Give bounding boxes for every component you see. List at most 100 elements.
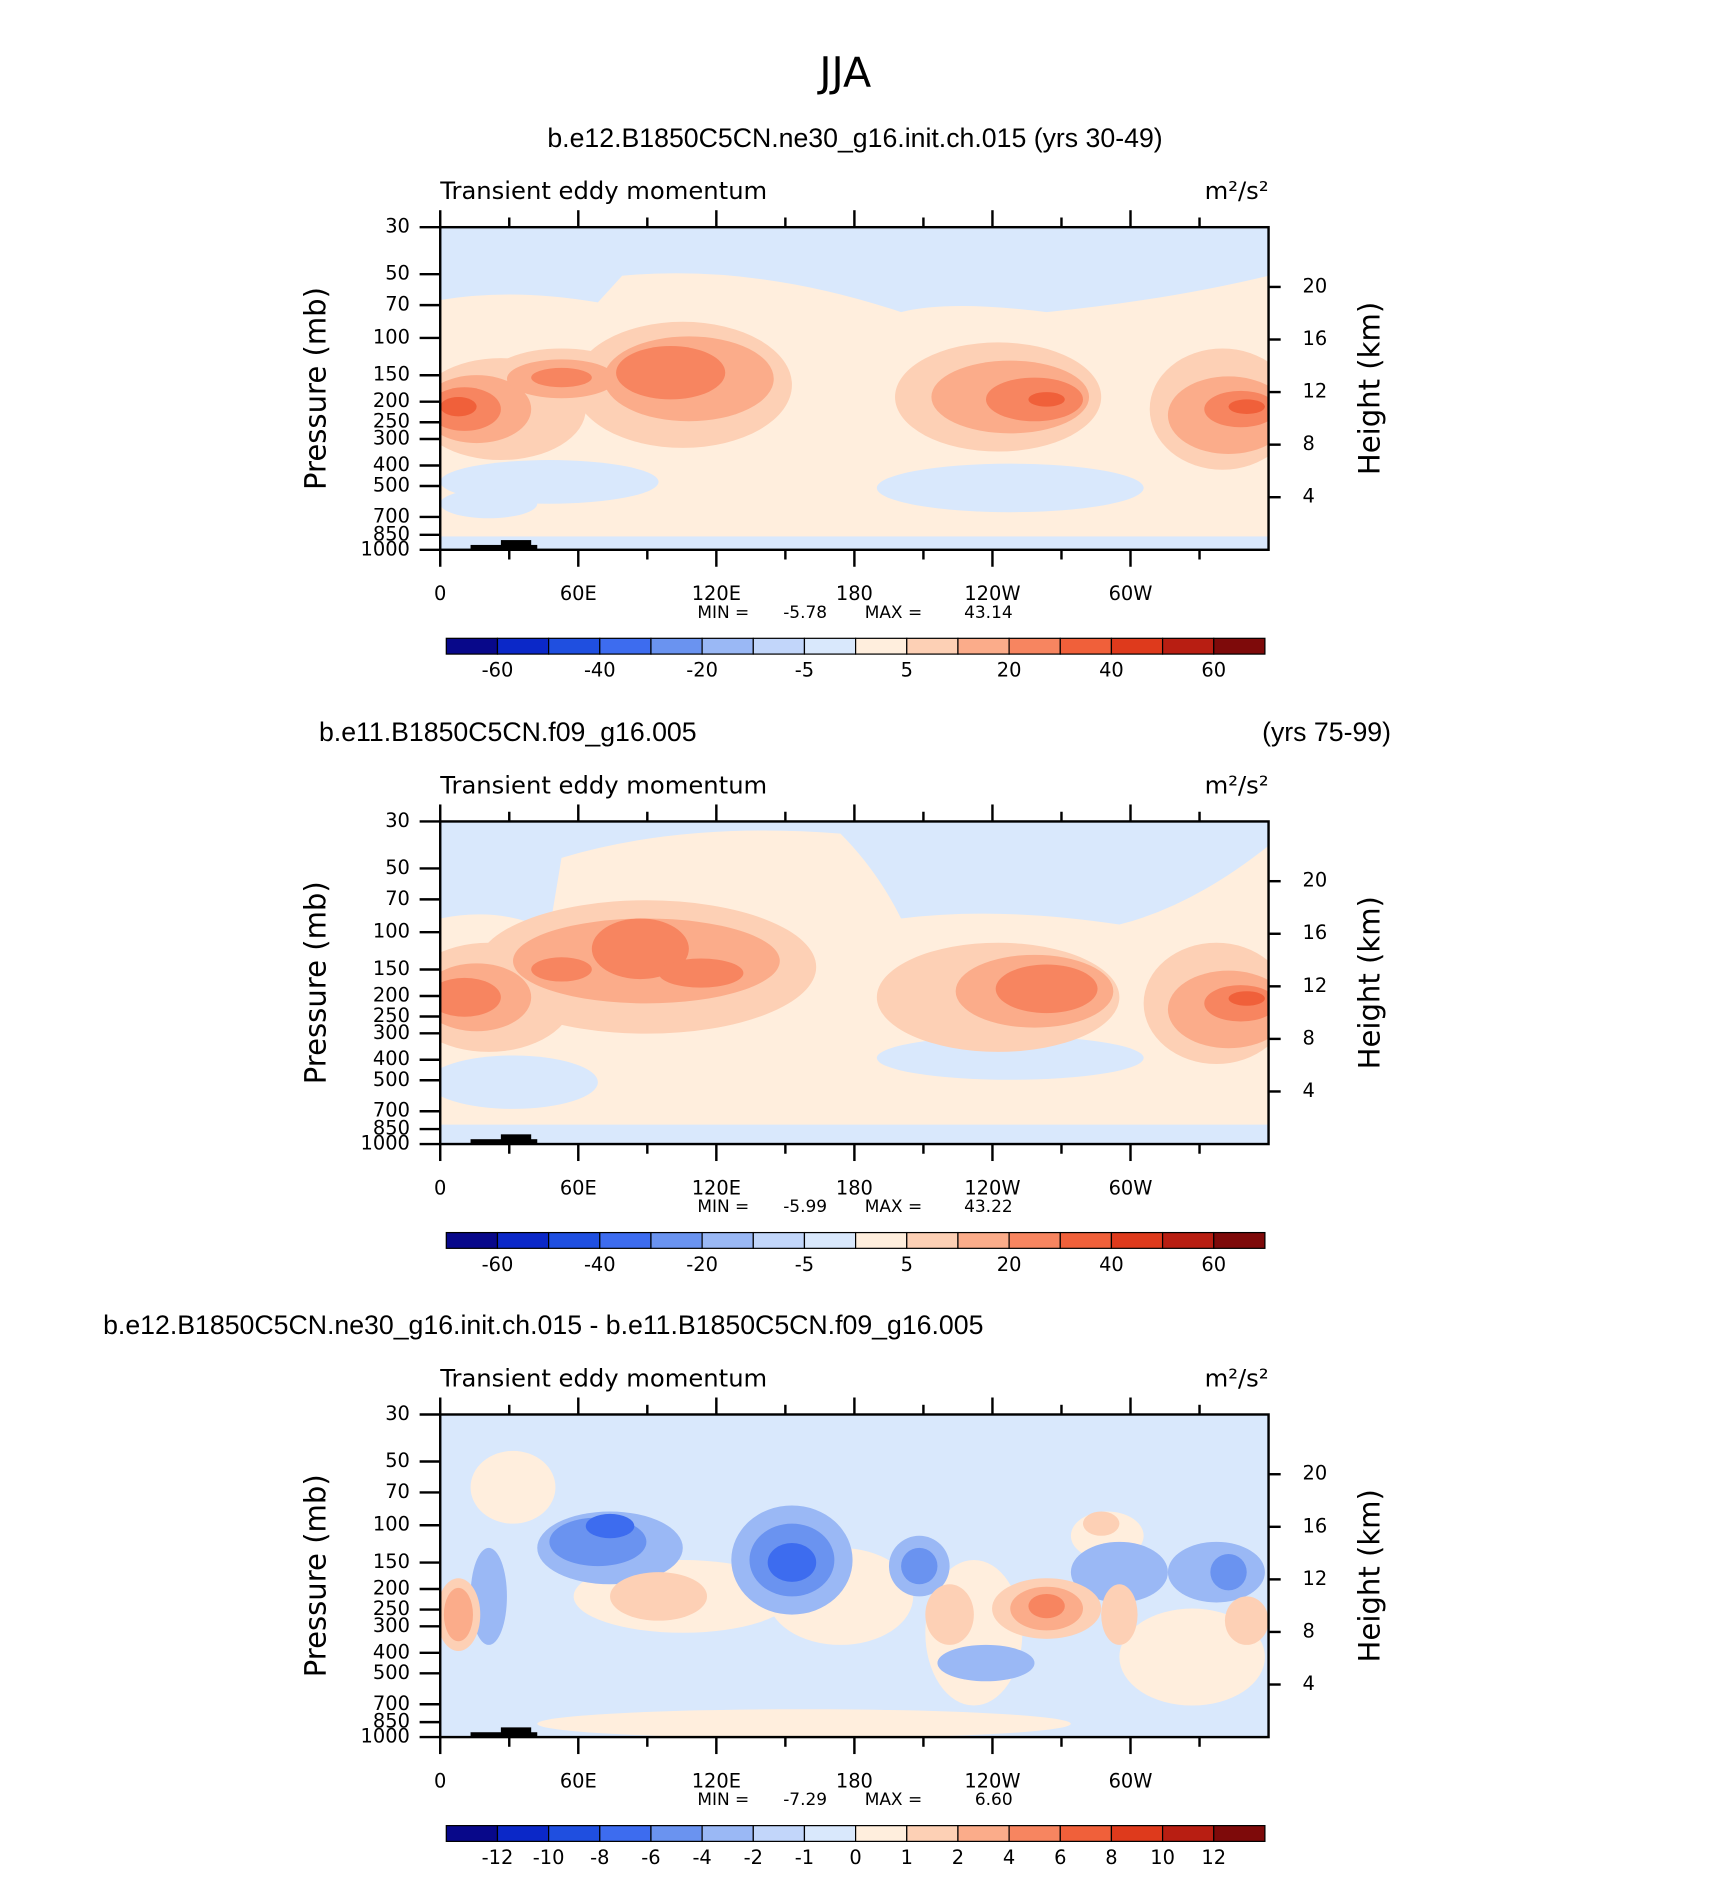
max-value: 43.22 (964, 1197, 1013, 1217)
y2-tick-label: 16 (1303, 1514, 1328, 1537)
colorbar-box (957, 1231, 1010, 1249)
x-tick-label: 180 (836, 1176, 873, 1199)
y-tick-label: 300 (373, 1614, 410, 1637)
units: m²/s² (1205, 770, 1269, 799)
y2-tick-label: 8 (1303, 1619, 1315, 1642)
y-tick-label: 200 (373, 983, 410, 1006)
colorbar-box (599, 637, 652, 655)
x-tick-label: 120E (692, 1176, 741, 1199)
y-axis-label: Pressure (mb) (299, 881, 333, 1084)
colorbar-box (599, 1825, 652, 1842)
x-tick-label: 60W (1109, 582, 1153, 605)
colorbar-label: 2 (952, 1846, 964, 1869)
y-tick-label: 250 (373, 1597, 410, 1620)
y2-tick-label: 8 (1303, 432, 1315, 455)
subtitle: Transient eddy momentum (439, 176, 767, 205)
y-tick-label: 200 (373, 389, 410, 412)
x-tick-label: 120E (692, 582, 741, 605)
colorbar-box (1161, 637, 1215, 655)
colorbar-label: 4 (1003, 1846, 1015, 1869)
y-tick-label: 50 (385, 856, 410, 879)
y-tick-label: 700 (373, 1099, 410, 1122)
y-tick-label: 300 (373, 1021, 410, 1044)
y-tick-label: 500 (373, 1068, 410, 1091)
y-tick-label: 150 (373, 1550, 410, 1573)
colorbar-box (1008, 1825, 1061, 1842)
colorbar-box (496, 1231, 550, 1249)
y-tick-label: 850 (373, 1710, 410, 1733)
y-axis-label: Pressure (mb) (299, 1474, 333, 1677)
colorbar-box (650, 637, 703, 655)
max-label: MAX = (865, 1790, 923, 1810)
colorbar-label: -10 (533, 1846, 565, 1869)
y-tick-label: 1000 (361, 1725, 410, 1748)
x-tick-label: 60E (560, 1769, 597, 1792)
y-tick-label: 30 (385, 809, 410, 832)
colorbar-box (906, 637, 959, 655)
y-tick-label: 30 (385, 1402, 410, 1425)
y-tick-label: 100 (373, 325, 410, 348)
contour-field (440, 821, 1269, 1145)
colorbar-label: 0 (849, 1846, 861, 1869)
y-tick-label: 70 (385, 1480, 410, 1503)
colorbar-box (701, 637, 754, 655)
colorbar-box (1110, 1825, 1164, 1842)
x-tick-label: 60E (560, 582, 597, 605)
y-tick-label: 50 (385, 1449, 410, 1472)
y-tick-label: 1000 (361, 1132, 410, 1155)
colorbar-box (1110, 1231, 1164, 1249)
colorbar-box (1161, 1231, 1215, 1249)
y2-tick-label: 20 (1303, 1462, 1328, 1485)
figure-title: JJA (816, 49, 871, 97)
min-label: MIN = (697, 1790, 749, 1810)
y2-tick-label: 20 (1303, 274, 1328, 297)
colorbar-label: -6 (641, 1846, 660, 1869)
colorbar-box (445, 1231, 499, 1249)
colorbar-box (855, 637, 908, 655)
colorbar-box (906, 1825, 959, 1842)
colorbar-label: 40 (1099, 1253, 1124, 1276)
y-tick-label: 30 (385, 215, 410, 238)
colorbar-label: -8 (590, 1846, 609, 1869)
colorbar-box (445, 1825, 499, 1842)
colorbar-box (957, 637, 1010, 655)
x-tick-label: 180 (836, 582, 873, 605)
colorbar-box (855, 1825, 908, 1842)
subtitle: Transient eddy momentum (439, 770, 767, 799)
y2-tick-label: 20 (1303, 869, 1328, 892)
min-value: -7.29 (783, 1790, 827, 1810)
units: m²/s² (1205, 1363, 1269, 1392)
colorbar-label: -20 (686, 659, 718, 682)
y-tick-label: 250 (373, 1004, 410, 1027)
min-label: MIN = (697, 603, 749, 623)
x-tick-label: 120W (964, 582, 1020, 605)
contour-field (440, 1414, 1269, 1738)
y2-tick-label: 4 (1303, 485, 1315, 508)
colorbar-box (650, 1825, 703, 1842)
colorbar-label: -12 (482, 1846, 514, 1869)
y2-tick-label: 16 (1303, 327, 1328, 350)
subtitle: Transient eddy momentum (439, 1363, 767, 1392)
y-tick-label: 400 (373, 453, 410, 476)
colorbar-box (1213, 1825, 1266, 1842)
colorbar-label: 40 (1099, 659, 1124, 682)
colorbar-box (650, 1231, 703, 1249)
max-label: MAX = (865, 603, 923, 623)
colorbar-box (957, 1825, 1010, 1842)
x-tick-label: 60E (560, 1176, 597, 1199)
min-value: -5.99 (783, 1197, 827, 1217)
max-label: MAX = (865, 1197, 923, 1217)
y2-tick-label: 12 (1303, 974, 1328, 997)
colorbar-box (752, 1231, 806, 1249)
panel-title-right: (yrs 75-99) (1262, 717, 1391, 747)
colorbar-box (548, 1231, 601, 1249)
colorbar-label: 60 (1201, 659, 1226, 682)
y-tick-label: 1000 (361, 537, 410, 560)
y-tick-label: 500 (373, 474, 410, 497)
colorbar-box (1008, 1231, 1061, 1249)
colorbar-box (803, 1825, 857, 1842)
y-tick-label: 70 (385, 293, 410, 316)
y-tick-label: 70 (385, 887, 410, 910)
x-tick-label: 0 (434, 1176, 446, 1199)
